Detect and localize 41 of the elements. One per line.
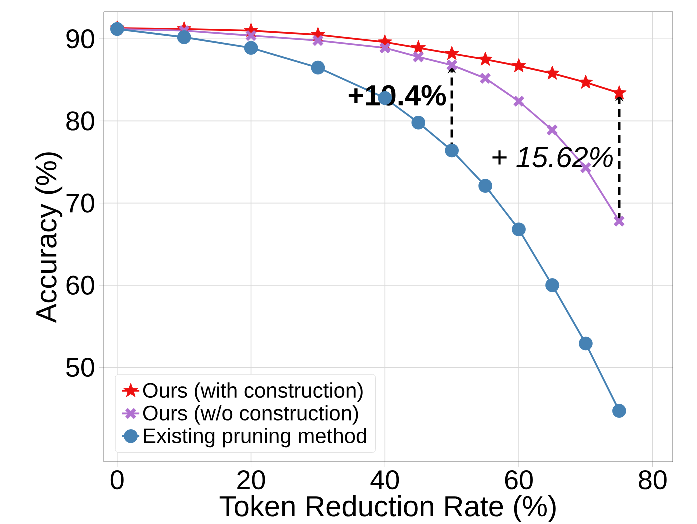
- point: [578, 74, 594, 89]
- y-tick-label: 50: [66, 358, 94, 378]
- point: [546, 124, 558, 136]
- point: [478, 52, 493, 66]
- point: [446, 59, 458, 72]
- y-tick-label: 90: [66, 30, 94, 49]
- y-tick-label: 80: [66, 112, 94, 131]
- y-axis-title: Accuracy (%): [36, 152, 63, 324]
- point: [244, 41, 258, 56]
- x-tick-label: 60: [505, 470, 533, 490]
- point: [245, 30, 258, 42]
- y-tick-label: 60: [66, 276, 94, 295]
- point: [613, 215, 626, 228]
- point: [444, 46, 460, 60]
- x-tick-label: 20: [238, 470, 266, 490]
- legend-label: Ours (with construction): [143, 382, 363, 402]
- point: [612, 404, 626, 418]
- point: [445, 144, 459, 158]
- point: [512, 58, 526, 73]
- point: [513, 96, 526, 108]
- x-tick-label: 40: [370, 470, 400, 490]
- point: [545, 66, 560, 80]
- legend-label: Existing pruning method: [144, 428, 366, 448]
- point: [512, 222, 526, 236]
- point: [177, 30, 192, 44]
- point: [478, 179, 492, 193]
- point: [311, 60, 326, 75]
- point: [612, 86, 627, 100]
- point: [379, 42, 392, 54]
- x-tick-label: 80: [639, 470, 667, 490]
- point: [546, 278, 560, 292]
- legend-label: Ours (w/o construction): [143, 405, 358, 425]
- point: [480, 72, 492, 84]
- point: [411, 40, 426, 54]
- x-tick-label: 0: [110, 470, 124, 490]
- point: [312, 34, 324, 47]
- y-tick-label: 70: [66, 194, 94, 213]
- point: [412, 51, 425, 64]
- x-axis-title: Token Reduction Rate (%): [220, 496, 556, 523]
- point: [412, 116, 426, 130]
- point: [579, 336, 593, 351]
